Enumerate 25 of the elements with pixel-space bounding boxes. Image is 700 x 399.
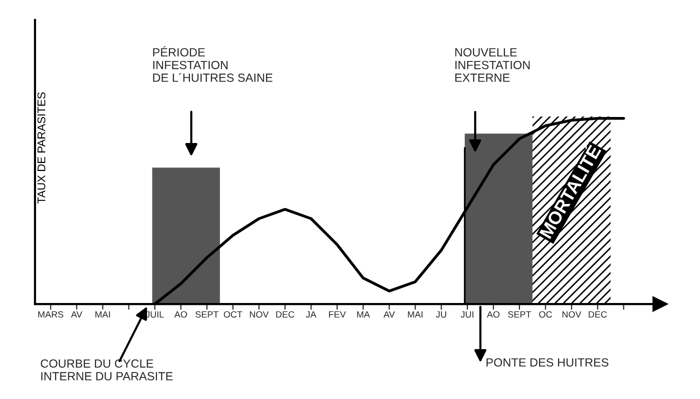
x-tick-label: MAI <box>95 311 110 318</box>
text: NOUVELLE INFESTATION EXTERNE <box>455 48 530 82</box>
x-tick-label: MARS <box>38 311 64 318</box>
x-tick-label: DEC <box>276 311 294 318</box>
x-tick-label: OCT <box>224 311 242 318</box>
x-tick-label: JU <box>436 311 446 318</box>
text: COURBE DU CYCLE INTERNE DU PARASITE <box>40 359 173 380</box>
text: PÉRIODE INFESTATION DE L´HUITRES SAINE <box>153 46 272 82</box>
x-tick-label: FEV <box>329 311 346 318</box>
x-tick-label: NOV <box>250 311 269 318</box>
x-tick-label: AO <box>486 311 500 318</box>
x-tick-label: JUI <box>460 311 474 318</box>
x-tick-label: MAI <box>408 311 422 318</box>
x-tick-label: OC <box>539 311 552 318</box>
x-tick-label: AV <box>384 311 395 318</box>
x-tick-label: MA <box>357 311 370 318</box>
x-tick-label: AO <box>174 311 187 318</box>
x-tick-label: DEC <box>588 311 607 318</box>
x-tick-label: AV <box>71 311 82 318</box>
x-tick-label: SEPT <box>508 311 532 318</box>
x-tick-label: SEPT <box>196 311 218 318</box>
x-tick-label: JA <box>306 311 316 318</box>
y-axis-title: TAUX DE PARASITES <box>37 92 46 204</box>
x-tick-label: NOV <box>562 311 582 318</box>
text: PONTE DES HUITRES <box>486 358 608 367</box>
